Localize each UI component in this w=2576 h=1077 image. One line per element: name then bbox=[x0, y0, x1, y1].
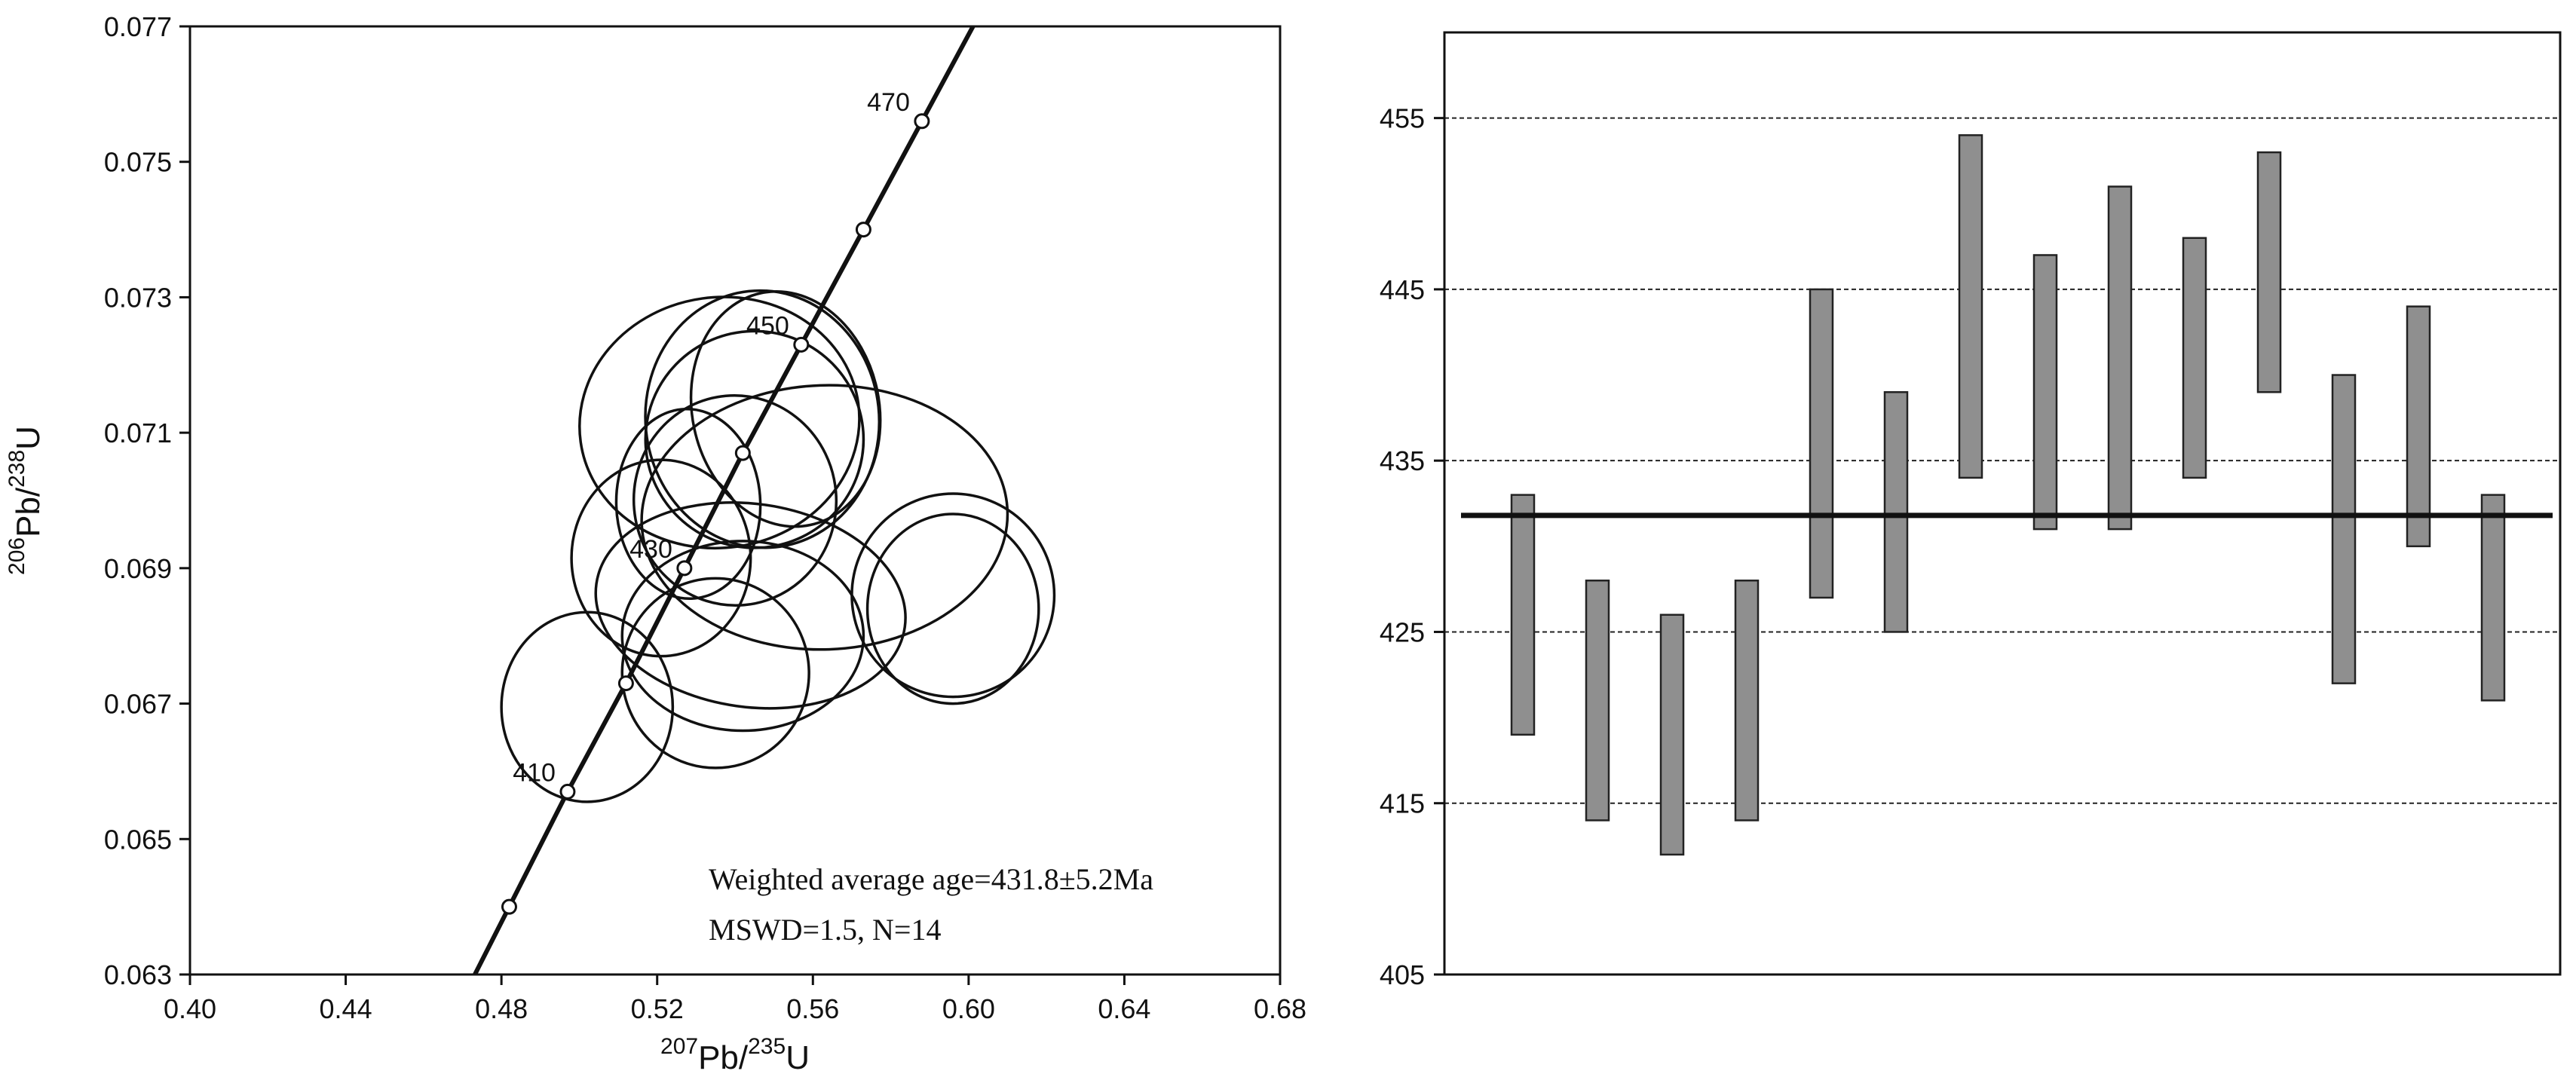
y-tick-label: 0.063 bbox=[104, 959, 172, 990]
age-error-bar bbox=[2107, 185, 2133, 531]
concordia-plot-frame bbox=[188, 25, 1282, 976]
age-error-bar bbox=[1585, 580, 1610, 822]
y-tick-label: 0.077 bbox=[104, 11, 172, 42]
concordia-curve bbox=[472, 26, 976, 975]
x-tick-label: 0.52 bbox=[631, 993, 684, 1024]
y-tick-label: 435 bbox=[1380, 445, 1425, 476]
error-ellipse bbox=[620, 540, 865, 733]
y-tick-label: 405 bbox=[1380, 959, 1425, 990]
y-tick-label: 445 bbox=[1380, 274, 1425, 305]
x-axis-label: 207Pb/235U bbox=[660, 1034, 810, 1076]
age-marker bbox=[676, 560, 693, 577]
age-marker-label: 450 bbox=[746, 311, 789, 340]
error-ellipse bbox=[620, 577, 810, 770]
age-bar-chart: 405 415 425 435 445 455 bbox=[1380, 31, 2562, 990]
age-marker-label: 430 bbox=[629, 535, 672, 564]
weighted-average-annotation: Weighted average age=431.8±5.2Ma bbox=[709, 862, 1153, 896]
y-tick-label: 0.073 bbox=[104, 282, 172, 313]
concordia-chart: 410 430 450 470 0.40 0.44 0.48 0.52 0.56 0.60 0.6… bbox=[5, 11, 1306, 1076]
error-ellipse bbox=[570, 458, 752, 658]
x-tick-label: 0.56 bbox=[786, 993, 839, 1024]
mswd-annotation: MSWD=1.5, N=14 bbox=[709, 913, 941, 947]
error-ellipse bbox=[865, 512, 1040, 705]
bar-y-axis-ticks: 405 415 425 435 445 455 bbox=[1380, 103, 1444, 990]
error-ellipse bbox=[644, 329, 865, 549]
x-tick-label: 0.44 bbox=[320, 993, 372, 1024]
x-tick-label: 0.40 bbox=[164, 993, 216, 1024]
x-tick-label: 0.60 bbox=[942, 993, 995, 1024]
y-tick-label: 425 bbox=[1380, 617, 1425, 647]
gridlines bbox=[1444, 117, 2560, 804]
age-marker bbox=[914, 113, 930, 130]
age-error-bar bbox=[2256, 151, 2282, 393]
y-tick-label: 0.075 bbox=[104, 147, 172, 178]
x-tick-label: 0.48 bbox=[475, 993, 528, 1024]
age-marker bbox=[734, 445, 751, 461]
x-tick-label: 0.64 bbox=[1098, 993, 1150, 1024]
error-ellipse bbox=[594, 500, 907, 710]
age-marker bbox=[855, 222, 871, 238]
age-error-bar bbox=[2406, 305, 2431, 548]
age-marker-label: 470 bbox=[867, 88, 910, 117]
error-ellipse bbox=[632, 394, 838, 607]
x-axis-ticks: 0.40 0.44 0.48 0.52 0.56 0.60 0.64 0.68 bbox=[164, 975, 1306, 1024]
age-error-bar bbox=[1958, 134, 1983, 479]
y-tick-label: 0.071 bbox=[104, 418, 172, 448]
y-tick-label: 415 bbox=[1380, 788, 1425, 819]
age-error-bar bbox=[1883, 391, 1909, 633]
concordia-line bbox=[472, 26, 976, 975]
age-error-bar bbox=[1809, 288, 1834, 599]
error-ellipse bbox=[500, 610, 675, 803]
age-error-bar bbox=[2480, 494, 2506, 702]
age-error-bar bbox=[2032, 254, 2058, 531]
y-axis-ticks: 0.063 0.065 0.067 0.069 0.071 0.073 0.075 0.077 bbox=[104, 11, 190, 990]
age-marker bbox=[501, 898, 517, 915]
error-ellipses bbox=[500, 289, 1056, 803]
age-marker bbox=[617, 675, 634, 692]
bar-plot-frame bbox=[1443, 31, 2562, 976]
age-error-bars bbox=[1510, 134, 2506, 856]
error-ellipse bbox=[850, 492, 1056, 699]
y-tick-label: 455 bbox=[1380, 103, 1425, 134]
age-marker bbox=[793, 336, 810, 353]
age-error-bar bbox=[1659, 613, 1685, 856]
y-axis-label: 206Pb/238U bbox=[5, 426, 47, 575]
concordia-age-markers: 410 430 450 470 bbox=[501, 88, 930, 915]
error-ellipse bbox=[614, 407, 762, 601]
age-error-bar bbox=[1734, 580, 1760, 822]
x-tick-label: 0.68 bbox=[1254, 993, 1306, 1024]
y-tick-label: 0.067 bbox=[104, 689, 172, 720]
age-error-bar bbox=[1510, 494, 1536, 736]
y-tick-label: 0.065 bbox=[104, 824, 172, 855]
y-tick-label: 0.069 bbox=[104, 553, 172, 584]
age-marker-label: 410 bbox=[513, 758, 556, 787]
age-error-bar bbox=[2182, 237, 2207, 479]
age-error-bar bbox=[2331, 374, 2357, 684]
age-marker bbox=[559, 783, 576, 800]
